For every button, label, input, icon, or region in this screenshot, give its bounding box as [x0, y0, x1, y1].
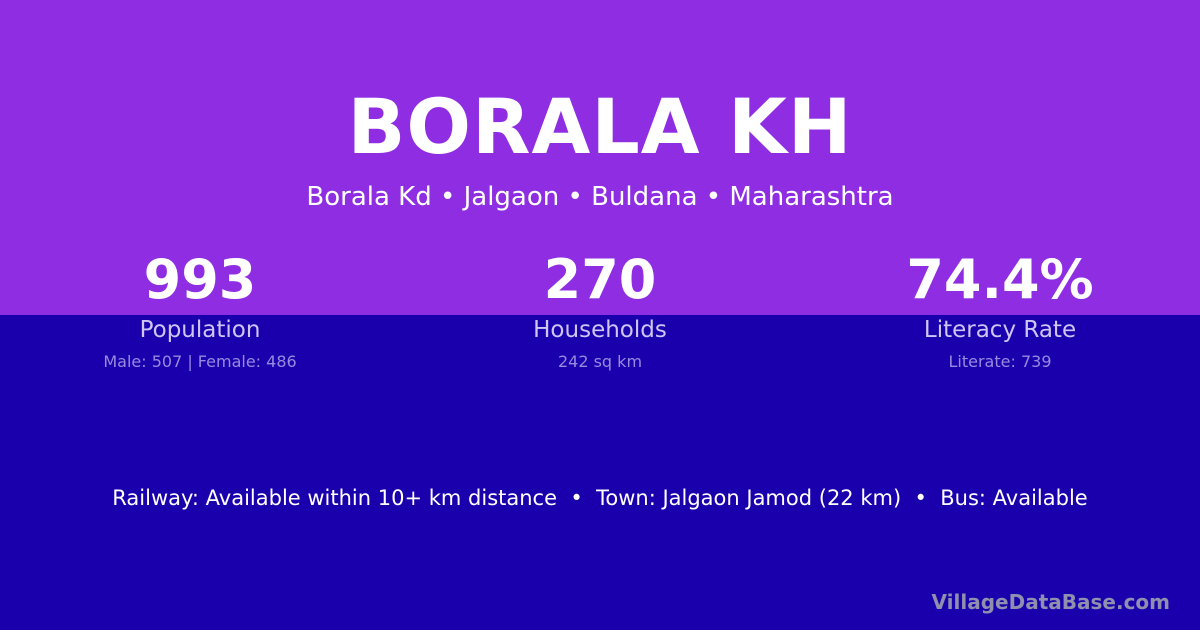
stat-households: 270 Households 242 sq km [400, 248, 800, 371]
brand-watermark: VillageDataBase.com [931, 590, 1170, 614]
header-band [0, 0, 1200, 315]
stat-value: 993 [143, 248, 257, 311]
location-breadcrumb: Borala Kd • Jalgaon • Buldana • Maharash… [306, 182, 894, 212]
stat-population: 993 Population Male: 507 | Female: 486 [0, 248, 400, 371]
stat-label: Households [533, 317, 667, 343]
stat-sub: Male: 507 | Female: 486 [103, 352, 297, 371]
stat-literacy: 74.4% Literacy Rate Literate: 739 [800, 248, 1200, 371]
connectivity-info: Railway: Available within 10+ km distanc… [112, 486, 1088, 510]
stat-label: Literacy Rate [923, 317, 1077, 343]
stat-sub: Literate: 739 [948, 352, 1052, 371]
village-title: BORALA KH [347, 82, 853, 171]
stat-label: Population [139, 317, 261, 343]
stat-value: 270 [543, 248, 657, 311]
stat-value: 74.4% [906, 248, 1094, 311]
stat-sub: 242 sq km [557, 352, 643, 371]
